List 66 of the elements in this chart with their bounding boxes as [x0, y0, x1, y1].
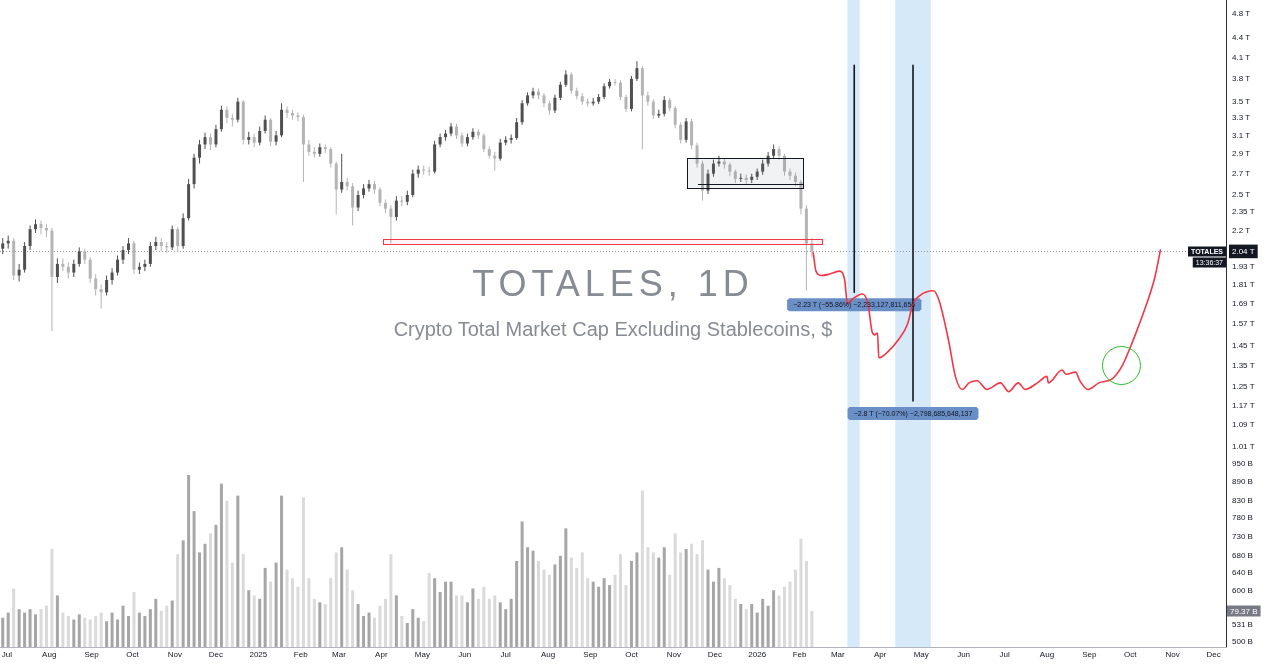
y-tick-label: 780 B	[1232, 513, 1253, 523]
x-tick-label: Oct	[1124, 650, 1138, 659]
x-tick-label: Jul	[1, 650, 13, 659]
y-tick-label: 4.8 T	[1232, 9, 1251, 19]
y-tick-label: 1.09 T	[1232, 420, 1255, 430]
x-tick-label: Mar	[830, 650, 846, 659]
x-tick-label: Sep	[583, 650, 599, 659]
annotation: 79.37 B	[1230, 606, 1258, 616]
x-tick-label: Jun	[957, 650, 971, 659]
x-tick-label: Nov	[1165, 650, 1180, 659]
x-tick-label: Nov	[167, 650, 183, 659]
text: Crypto Total Market Cap Excluding Stablecoins, $	[392, 318, 834, 340]
x-tick-label: Oct	[126, 650, 140, 659]
x-tick-label: Mar	[332, 650, 347, 659]
y-tick-label: 2.7 T	[1232, 168, 1251, 178]
x-tick-label: Sep	[1082, 650, 1097, 659]
y-tick-label: 680 B	[1232, 551, 1253, 561]
x-tick-label: Dec	[1206, 650, 1221, 659]
y-tick-label: 830 B	[1232, 496, 1253, 506]
y-tick-label: 3.3 T	[1232, 113, 1251, 123]
x-tick-label: Aug	[540, 650, 556, 659]
y-tick-label: 1.93 T	[1232, 261, 1255, 271]
x-tick-label: May	[913, 650, 929, 659]
y-tick-label: 730 B	[1232, 531, 1253, 541]
y-tick-label: 1.25 T	[1232, 382, 1255, 392]
y-tick-label: 2.2 T	[1232, 225, 1251, 235]
y-tick-label: 1.35 T	[1232, 361, 1255, 371]
x-tick-label: Jul	[999, 650, 1010, 659]
x-tick-label: 2025	[249, 650, 268, 659]
x-tick-label: Dec	[707, 650, 722, 659]
x-tick-label: 2026	[748, 650, 767, 659]
y-tick-label: 600 B	[1232, 586, 1253, 596]
y-tick-label: 531 B	[1232, 619, 1253, 629]
x-tick-label: Sep	[84, 650, 100, 659]
x-tick-label: Jun	[458, 650, 472, 659]
y-tick-label: 1.01 T	[1232, 441, 1255, 451]
y-tick-label: 3.1 T	[1232, 130, 1251, 140]
y-tick-label: 3.8 T	[1232, 74, 1251, 84]
x-tick-label: Apr	[873, 650, 887, 659]
x-tick-label: Aug	[1039, 650, 1055, 659]
y-tick-label: 4.1 T	[1232, 53, 1251, 62]
y-tick-label: 2.04 T	[1232, 246, 1255, 256]
x-tick-label: Aug	[42, 650, 57, 659]
y-tick-label: 1.45 T	[1232, 341, 1255, 351]
y-tick-label: 2.5 T	[1232, 190, 1251, 200]
x-tick-label: Feb	[293, 650, 309, 659]
x-tick-label: Dec	[208, 650, 224, 659]
y-tick-label: 3.5 T	[1232, 96, 1251, 106]
y-tick-label: 500 B	[1232, 636, 1253, 646]
text: TOTALES, 1D	[471, 263, 755, 304]
y-tick-label: 1.69 T	[1232, 298, 1255, 308]
y-tick-label: 950 B	[1232, 458, 1253, 468]
y-tick-label: 4.4 T	[1232, 33, 1251, 43]
x-tick-label: May	[414, 650, 430, 659]
y-tick-label: 1.17 T	[1232, 400, 1255, 410]
y-tick-label: 890 B	[1232, 476, 1253, 486]
x-tick-label: Nov	[666, 650, 681, 659]
x-tick-label: Feb	[792, 650, 807, 659]
y-tick-label: 1.57 T	[1232, 319, 1255, 329]
y-tick-label: 640 B	[1232, 568, 1253, 578]
y-tick-label: 1.81 T	[1232, 279, 1255, 289]
x-tick-label: Oct	[625, 650, 639, 659]
x-tick-label: Apr	[375, 650, 388, 659]
y-tick-label: 2.35 T	[1232, 207, 1255, 217]
x-tick-label: Jul	[500, 650, 512, 659]
y-tick-label: 2.9 T	[1232, 149, 1251, 159]
